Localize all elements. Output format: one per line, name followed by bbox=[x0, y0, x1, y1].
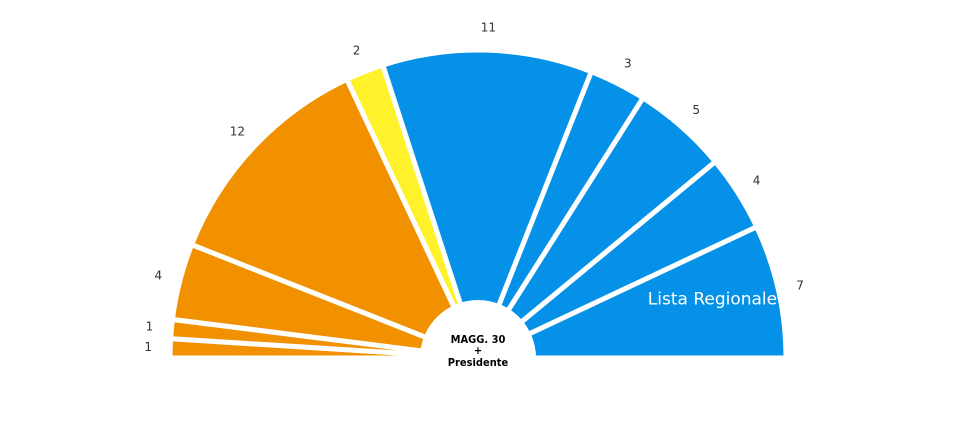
value-label: 4 bbox=[753, 174, 761, 188]
value-label: 1 bbox=[146, 319, 154, 333]
value-label: 7 bbox=[796, 279, 804, 293]
slice bbox=[188, 75, 483, 363]
center-label: Presidente bbox=[448, 356, 509, 369]
value-label: 3 bbox=[624, 56, 632, 70]
annotation: Lista Regionale bbox=[648, 290, 777, 310]
value-label: 12 bbox=[230, 125, 245, 139]
value-label: 1 bbox=[144, 340, 152, 354]
value-label: 2 bbox=[353, 44, 361, 58]
value-label: 4 bbox=[155, 268, 163, 282]
center-label: MAGG. 30 bbox=[451, 333, 506, 346]
slice bbox=[379, 47, 595, 366]
center-label: + bbox=[474, 344, 482, 357]
hub bbox=[420, 300, 536, 416]
value-label: 5 bbox=[692, 103, 700, 117]
value-label: 11 bbox=[481, 21, 496, 35]
slice bbox=[476, 223, 789, 361]
